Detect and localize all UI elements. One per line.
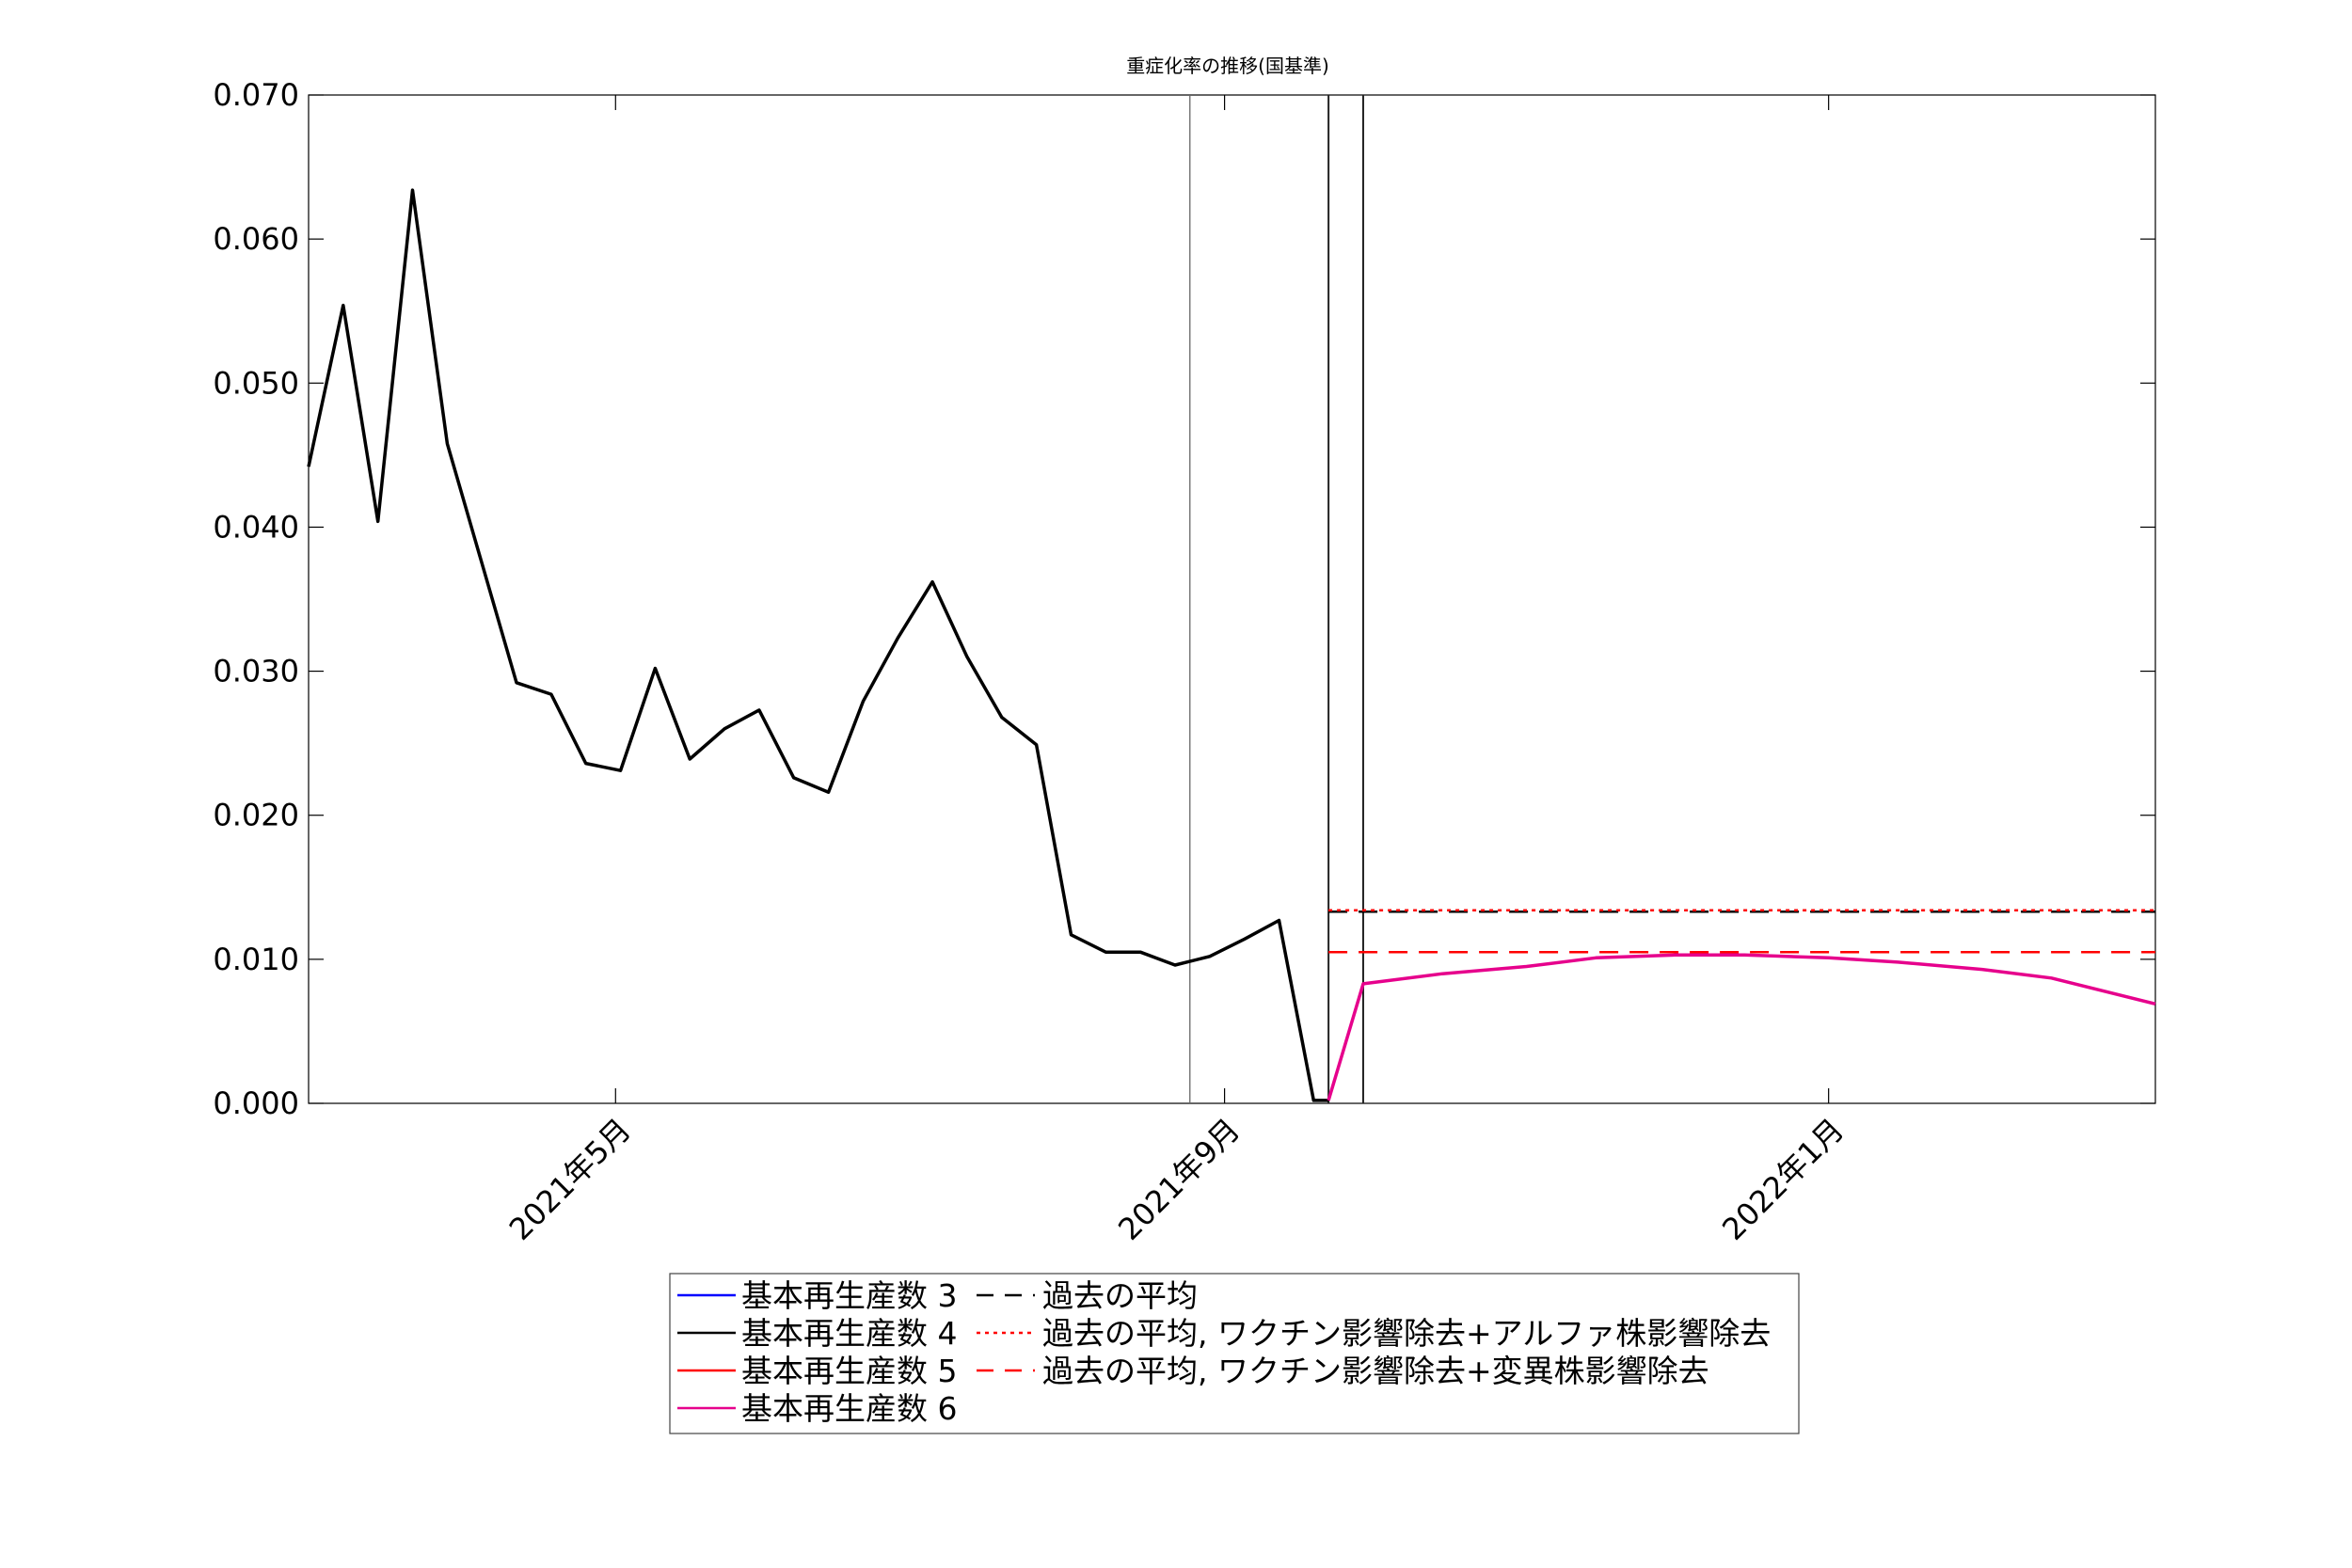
- series-line-3: [1327, 953, 2156, 1101]
- x-tick-label: 2021年9月: [1111, 1112, 1247, 1247]
- x-axis: 2021年5月 2021年9月 2022年1月: [502, 95, 1851, 1247]
- legend-label: 基本再生産数 6: [741, 1390, 958, 1427]
- series-line-1: [307, 188, 1329, 1102]
- x-tick-label: 2021年5月: [502, 1112, 638, 1247]
- plot-frame: [308, 94, 2156, 1104]
- y-tick-label: 0.070: [213, 77, 299, 113]
- legend-label: 基本再生産数 5: [741, 1353, 958, 1389]
- vertical-markers: [1189, 95, 1364, 1103]
- legend-label: 過去の平均, ワクチン影響除去+変異株影響除去: [1042, 1353, 1709, 1389]
- legend-box: [669, 1273, 1800, 1434]
- y-tick-label: 0.010: [213, 942, 299, 977]
- legend-label: 過去の平均: [1042, 1277, 1198, 1314]
- y-tick-label: 0.030: [213, 654, 299, 689]
- y-axis: 0.000 0.010 0.020 0.030 0.040 0.050 0.060 0.070: [213, 77, 2155, 1121]
- y-tick-label: 0.020: [213, 798, 299, 833]
- series-group: [307, 188, 2156, 1102]
- y-tick-label: 0.050: [213, 365, 299, 401]
- x-tick-label: 2022年1月: [1715, 1112, 1851, 1247]
- legend-label: 基本再生産数 4: [741, 1315, 958, 1352]
- y-tick-label: 0.040: [213, 509, 299, 545]
- y-tick-label: 0.060: [213, 221, 299, 257]
- y-tick-label: 0.000: [213, 1085, 299, 1121]
- legend-label: 基本再生産数 3: [741, 1277, 958, 1314]
- chart-title: 重症化率の推移(国基準): [1126, 55, 1329, 77]
- legend-label: 過去の平均, ワクチン影響除去+アルファ株影響除去: [1042, 1315, 1771, 1352]
